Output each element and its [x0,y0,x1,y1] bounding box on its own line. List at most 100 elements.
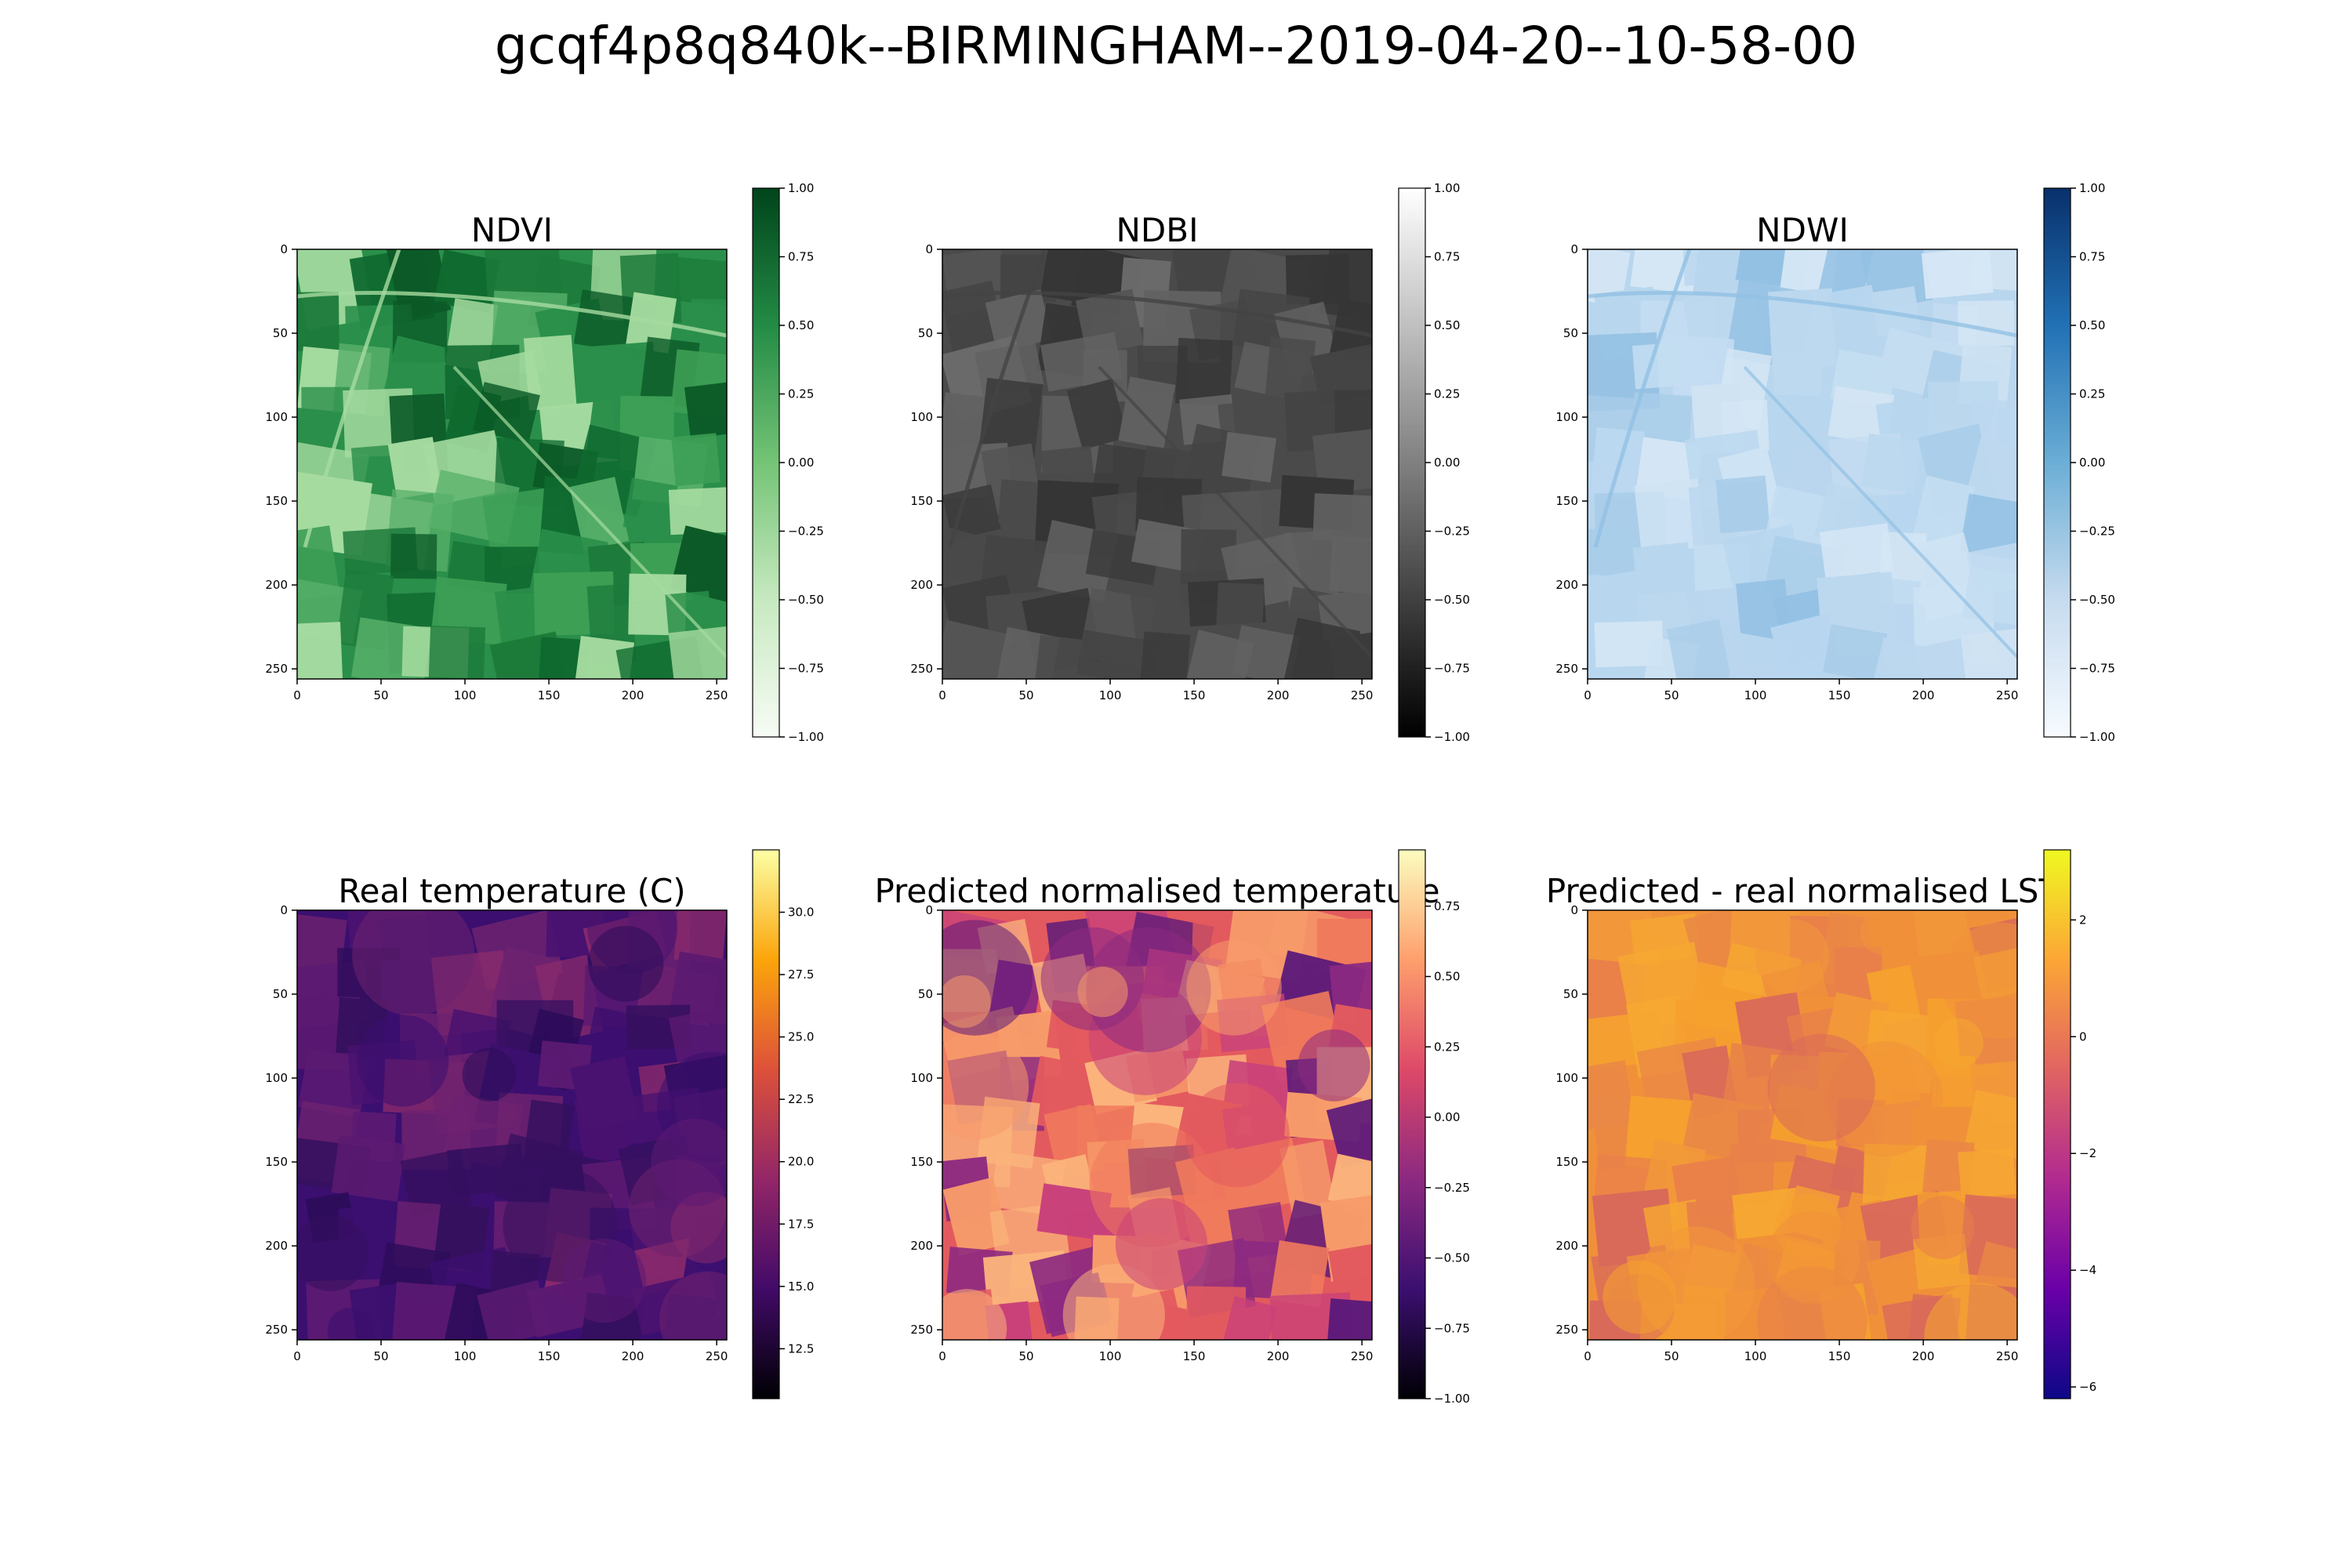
x-tick-label: 0 [1584,688,1592,702]
axes-frame [942,909,1373,1341]
colorbar-tick-label: −0.50 [2079,593,2115,607]
y-tick-label: 150 [910,494,933,508]
figure-suptitle: gcqf4p8q840k--BIRMINGHAM--2019-04-20--10… [494,16,1858,76]
x-tick-label: 100 [454,688,477,702]
colorbar-tick-label: 1.00 [788,181,814,195]
x-tick-label: 0 [293,688,301,702]
y-tick-label: 0 [925,242,933,256]
colorbar [1398,849,1426,1399]
colorbar-tick-label: −0.25 [1434,524,1470,539]
subplot-title: Predicted normalised temperature [874,872,1439,910]
y-tick-label: 200 [265,578,288,592]
colorbar-tick-label: 0.50 [1434,970,1460,984]
heatmap-image [297,249,727,679]
x-tick-label: 0 [1584,1349,1592,1363]
x-tick-label: 150 [1828,1349,1851,1363]
colorbar-tick-label: 30.0 [788,906,814,920]
x-tick-label: 50 [373,688,388,702]
colorbar-tick-label: −0.75 [1434,1321,1470,1335]
subplot-title: NDVI [471,211,553,249]
y-tick-label: 200 [265,1239,288,1253]
colorbar-tick-label: −0.50 [788,593,824,607]
x-tick-label: 100 [1744,688,1767,702]
y-tick-label: 250 [265,662,288,676]
y-tick-label: 200 [910,578,933,592]
colorbar-tick-label: 22.5 [788,1092,814,1106]
subplot-3: Real temperature (C) 0 50 100 150 200 250 0 50 10… [265,849,814,1399]
x-tick-label: 50 [1018,688,1033,702]
colorbar-tick-label: −1.00 [2079,730,2115,744]
x-tick-label: 250 [706,1349,728,1363]
y-tick-label: 50 [918,987,933,1001]
x-tick-label: 200 [622,688,644,702]
colorbar-tick-label: 25.0 [788,1030,814,1044]
x-tick-label: 50 [1664,688,1679,702]
x-tick-label: 200 [1267,688,1290,702]
subplot-title: Predicted - real normalised LST [1546,872,2060,910]
colorbar-tick-label: 0.00 [2079,456,2105,470]
y-tick-label: 0 [280,242,288,256]
colorbar [752,849,780,1399]
colorbar-tick-label: 0.00 [788,456,814,470]
x-tick-label: 100 [1099,1349,1122,1363]
x-tick-label: 50 [1664,1349,1679,1363]
colorbar-tick-label: −6 [2079,1380,2096,1394]
subplot-title: NDBI [1116,211,1199,249]
y-tick-label: 50 [1563,987,1578,1001]
y-tick-label: 150 [265,1155,288,1169]
colorbar-tick-label: −0.25 [1434,1181,1470,1195]
y-tick-label: 150 [265,494,288,508]
y-tick-label: 200 [1555,1239,1578,1253]
x-tick-label: 0 [938,688,946,702]
colorbar-tick-label: 0.75 [2079,250,2105,264]
y-tick-label: 200 [910,1239,933,1253]
x-tick-label: 150 [538,1349,561,1363]
colorbar-tick-label: 1.00 [1434,181,1460,195]
colorbar-tick-label: 0.75 [788,250,814,264]
colorbar-tick-label: 2 [2079,913,2087,927]
x-tick-label: 250 [1996,688,2019,702]
y-tick-label: 100 [1555,1071,1578,1085]
y-tick-label: 100 [265,410,288,424]
x-tick-label: 250 [1996,1349,2019,1363]
colorbar-tick-label: −0.75 [788,662,824,676]
colorbar-tick-label: 0.50 [788,318,814,332]
colorbar-tick-label: 27.5 [788,967,814,982]
x-tick-label: 100 [1099,688,1122,702]
y-tick-label: 100 [910,1071,933,1085]
x-tick-label: 150 [1828,688,1851,702]
x-tick-label: 250 [1351,1349,1374,1363]
x-tick-label: 200 [1912,1349,1935,1363]
colorbar-tick-label: 0.75 [1434,899,1460,913]
colorbar-tick-label: 0 [2079,1029,2087,1044]
y-tick-label: 100 [1555,410,1578,424]
subplot-2: NDWI 0 50 100 150 200 250 0 50 100 150 200 250 1.00 0.… [1555,181,2115,744]
y-tick-label: 100 [910,410,933,424]
colorbar-tick-label: 0.00 [1434,456,1460,470]
subplot-1: NDBI 0 50 100 150 200 250 0 50 100 150 200 250 1.00 0.… [910,181,1470,744]
axes-frame [1587,909,2018,1341]
x-tick-label: 250 [706,688,728,702]
colorbar-tick-label: −0.75 [1434,662,1470,676]
y-tick-label: 0 [1570,242,1578,256]
y-tick-label: 250 [910,662,933,676]
x-tick-label: 150 [538,688,561,702]
colorbar-tick-label: 20.0 [788,1155,814,1169]
x-tick-label: 150 [1183,688,1206,702]
subplot-5: Predicted - real normalised LST 0 50 100 150… [1546,849,2096,1399]
colorbar-tick-label: 0.50 [1434,318,1460,332]
colorbar-tick-label: −2 [2079,1146,2096,1160]
colorbar-tick-label: −0.50 [1434,1251,1470,1265]
x-tick-label: 150 [1183,1349,1206,1363]
colorbar-tick-label: 0.50 [2079,318,2105,332]
colorbar-tick-label: 15.0 [788,1279,814,1294]
axes-frame [296,249,728,680]
colorbar-tick-label: −0.50 [1434,593,1470,607]
colorbar-tick-label: 0.25 [788,387,814,401]
x-tick-label: 100 [1744,1349,1767,1363]
y-tick-label: 250 [1555,662,1578,676]
x-tick-label: 200 [1267,1349,1290,1363]
axes-frame [1587,249,2018,680]
x-tick-label: 200 [1912,688,1935,702]
y-tick-label: 50 [1563,326,1578,340]
